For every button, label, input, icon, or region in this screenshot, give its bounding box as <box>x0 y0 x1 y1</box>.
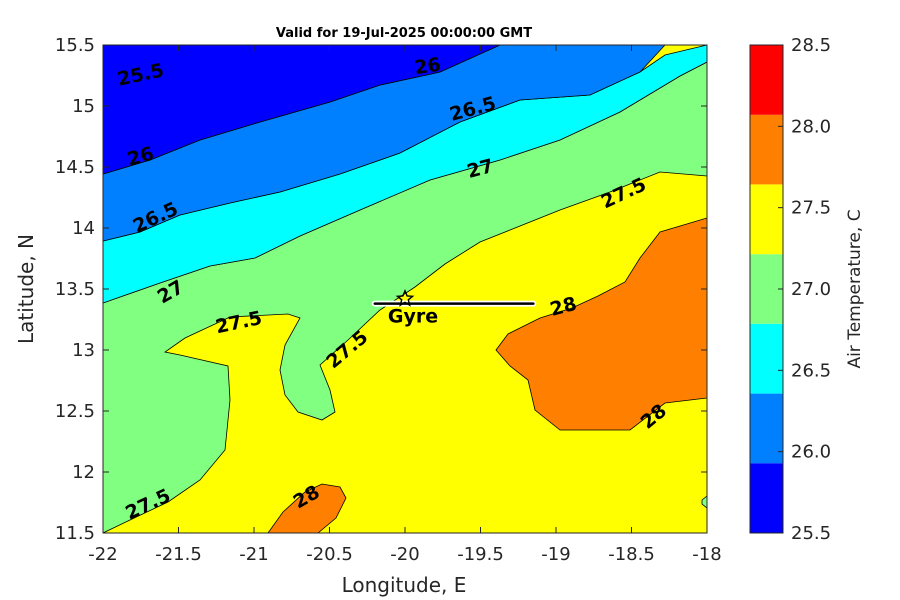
region-28 <box>495 217 707 431</box>
colorbar-segment <box>750 114 783 185</box>
colorbar-tick-label: 25.5 <box>791 523 831 544</box>
y-tick-label: 12.5 <box>55 401 95 422</box>
track-label: Gyre <box>388 306 438 328</box>
track-layer: Gyre <box>371 288 537 328</box>
y-tick-label: 14 <box>72 218 95 239</box>
colorbar-tick-label: 26.5 <box>791 360 831 381</box>
colorbar-tick-label: 27.5 <box>791 198 831 219</box>
track-star-marker <box>395 288 415 307</box>
colorbar-tick-label: 28.0 <box>791 116 831 137</box>
colorbar-segment <box>750 393 783 464</box>
y-tick-label: 14.5 <box>55 157 95 178</box>
x-tick-label: -19 <box>541 544 570 565</box>
x-tick-label: -18 <box>692 544 721 565</box>
y-tick-label: 15.5 <box>55 35 95 56</box>
y-tick-label: 13 <box>72 340 95 361</box>
colorbar <box>749 44 784 534</box>
x-tick-label: -22 <box>88 544 117 565</box>
y-tick-label: 13.5 <box>55 279 95 300</box>
x-tick-label: -20.5 <box>306 544 353 565</box>
x-tick-label: -18.5 <box>608 544 655 565</box>
y-tick-label: 12 <box>72 462 95 483</box>
contour-label: 26 <box>413 54 442 79</box>
colorbar-segment <box>750 323 783 394</box>
y-tick-label: 15 <box>72 96 95 117</box>
region-28-south <box>267 483 347 533</box>
colorbar-tick-label: 28.5 <box>791 35 831 56</box>
colorbar-label: Air Temperature, C <box>845 209 865 368</box>
colorbar-segment <box>750 463 783 533</box>
x-tick-label: -20 <box>390 544 419 565</box>
colorbar-tick-label: 26.0 <box>791 442 831 463</box>
region-25.5 <box>103 45 501 175</box>
x-tick-label: -21 <box>239 544 268 565</box>
contour-fills <box>103 45 707 533</box>
chart-title: Valid for 19-Jul-2025 00:00:00 GMT <box>276 26 532 41</box>
x-tick-label: -19.5 <box>457 544 504 565</box>
colorbar-segment <box>750 254 783 324</box>
y-axis-ticks: 11.5 12 12.5 13 13.5 14 14.5 15 15.5 <box>55 35 707 544</box>
x-axis-ticks: -22 -21.5 -21 -20.5 -20 -19.5 -19 -18.5 -18 <box>88 45 722 565</box>
colorbar-tick-label: 27.0 <box>791 279 831 300</box>
colorbar-ticks: 25.5 26.0 26.5 27.0 27.5 28.0 28.5 <box>778 35 831 544</box>
x-tick-label: -21.5 <box>155 544 202 565</box>
x-axis-label: Longitude, E <box>342 573 467 597</box>
y-tick-label: 11.5 <box>55 523 95 544</box>
colorbar-segment <box>750 184 783 255</box>
y-axis-label: Latitude, N <box>14 234 38 344</box>
colorbar-segment <box>750 45 783 115</box>
